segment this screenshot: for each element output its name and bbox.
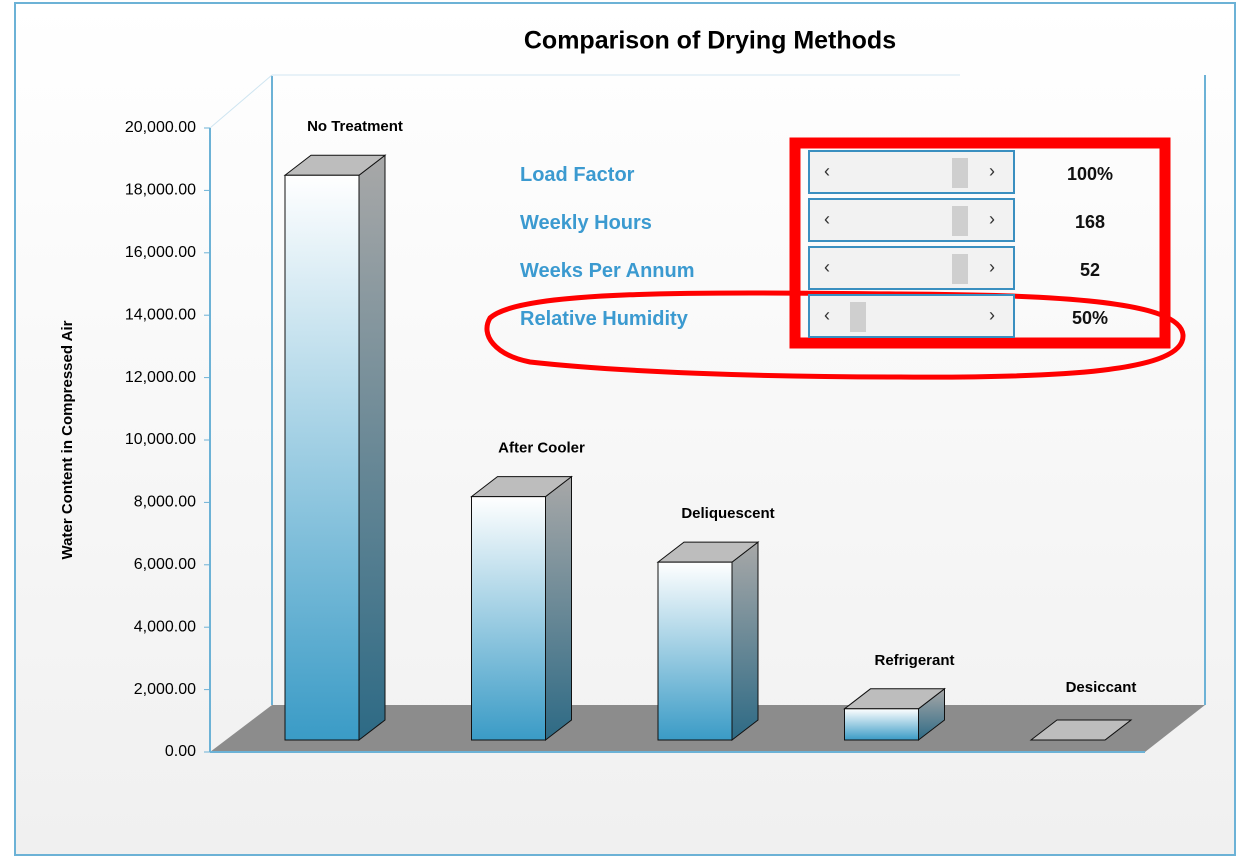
bar-label: Desiccant [1066, 679, 1137, 696]
y-tick-label: 0.00 [165, 743, 196, 760]
y-tick-label: 12,000.00 [125, 369, 196, 386]
control-label: Weeks Per Annum [520, 260, 695, 282]
slider-left-arrow[interactable]: ‹ [824, 161, 830, 181]
y-tick-label: 14,000.00 [125, 306, 196, 323]
slider-thumb[interactable] [952, 254, 968, 284]
bar [843, 687, 946, 742]
slider-left-arrow[interactable]: ‹ [824, 257, 830, 277]
bar-label: Deliquescent [681, 505, 774, 522]
chart-title: Comparison of Drying Methods [524, 27, 896, 55]
bar-front [657, 561, 733, 741]
bar-side [358, 154, 386, 742]
bar [470, 475, 573, 742]
slider-left-arrow[interactable]: ‹ [824, 305, 830, 325]
bar-side [545, 475, 572, 742]
back-wall [209, 74, 273, 129]
annotation [484, 137, 1186, 380]
highlight-ellipse [484, 290, 1186, 380]
y-tick-label: 8,000.00 [134, 494, 196, 511]
slider-thumb[interactable] [850, 302, 866, 332]
slider-right-arrow[interactable]: › [989, 257, 995, 277]
bar-label: Refrigerant [874, 652, 954, 669]
bar-front [471, 496, 546, 741]
slider-left-arrow[interactable]: ‹ [824, 209, 830, 229]
slider[interactable]: ‹ › [808, 198, 1015, 242]
y-tick-label: 4,000.00 [134, 618, 196, 635]
slider[interactable]: ‹ › [808, 150, 1015, 194]
control-row: Relative Humidity ‹ › 50% [500, 294, 1160, 342]
highlight-box [789, 137, 1171, 349]
control-row: Weeks Per Annum ‹ › 52 [500, 246, 1160, 294]
control-row: Load Factor ‹ › 100% [500, 150, 1160, 198]
y-axis-label: Water Content in Compressed Air [59, 320, 76, 559]
bar-label: No Treatment [307, 118, 403, 135]
control-label: Load Factor [520, 164, 635, 186]
control-value: 168 [1074, 212, 1106, 232]
bar-front [284, 174, 360, 741]
bar-side [731, 541, 759, 742]
control-row: Weekly Hours ‹ › 168 [500, 198, 1160, 246]
y-tick-label: 6,000.00 [134, 556, 196, 573]
bar-label: After Cooler [498, 440, 585, 457]
slider-thumb[interactable] [952, 158, 968, 188]
bar-front [844, 708, 919, 741]
control-value: 50% [1071, 308, 1109, 328]
slider-right-arrow[interactable]: › [989, 305, 995, 325]
y-tick-label: 18,000.00 [125, 182, 196, 199]
control-value: 100% [1066, 164, 1114, 184]
slider[interactable]: ‹ › [808, 246, 1015, 290]
slider-right-arrow[interactable]: › [989, 209, 995, 229]
control-value: 52 [1079, 260, 1101, 280]
slider-right-arrow[interactable]: › [989, 161, 995, 181]
y-tick-label: 20,000.00 [125, 119, 196, 136]
slider-thumb[interactable] [952, 206, 968, 236]
y-tick-label: 16,000.00 [125, 244, 196, 261]
control-label: Relative Humidity [520, 308, 688, 330]
bar [656, 541, 760, 742]
y-tick-label: 10,000.00 [125, 431, 196, 448]
bar [1029, 719, 1133, 741]
y-tick-label: 2,000.00 [134, 681, 196, 698]
slider[interactable]: ‹ › [808, 294, 1015, 338]
bar [283, 154, 387, 742]
bar-top [1029, 719, 1133, 741]
control-label: Weekly Hours [520, 212, 652, 234]
